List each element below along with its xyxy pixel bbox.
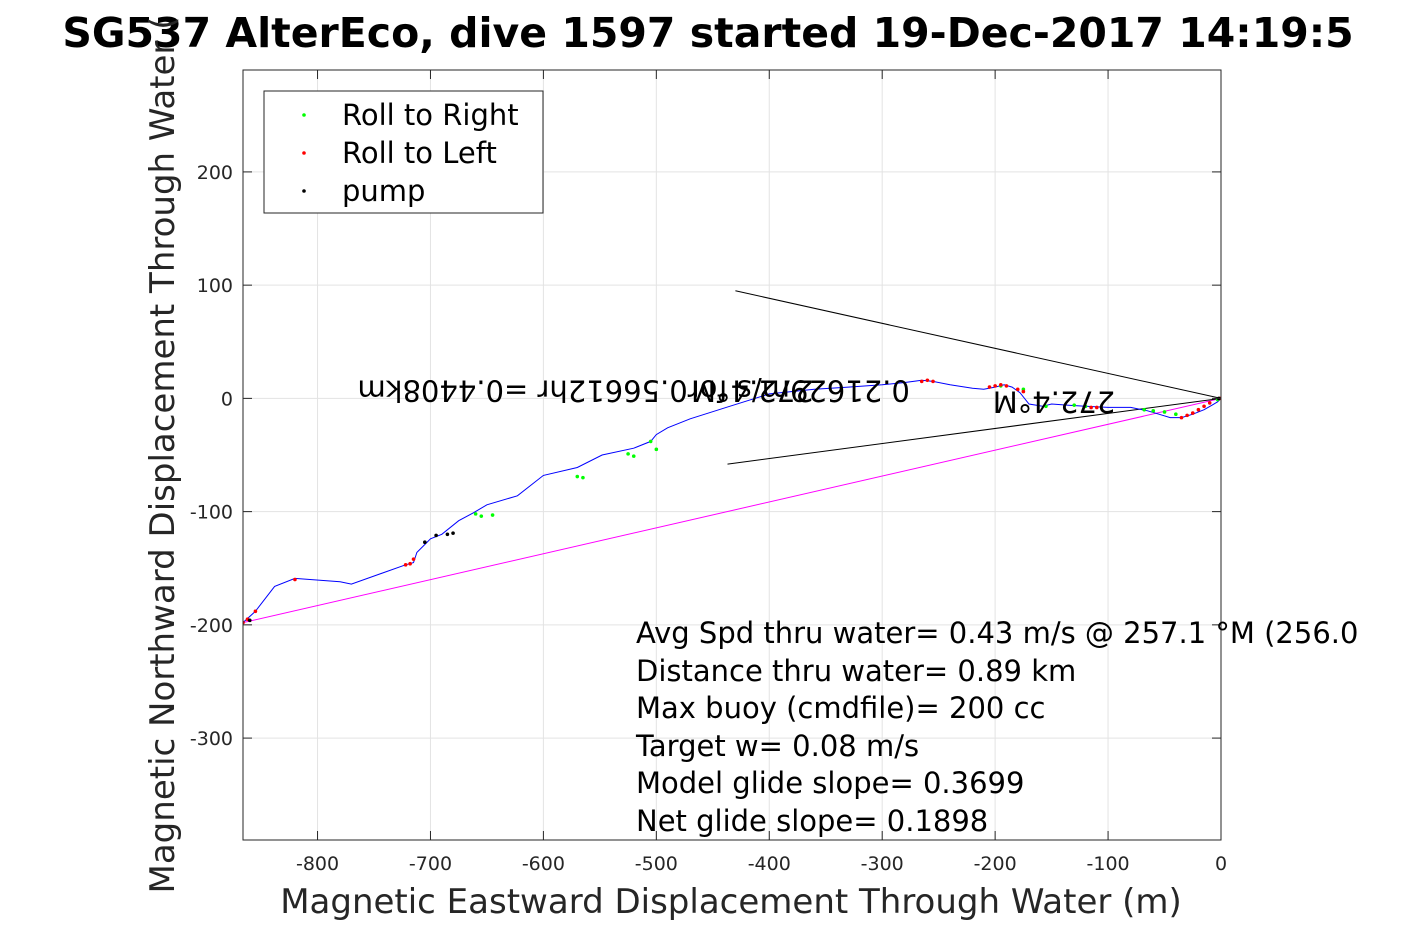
pump-point — [247, 618, 252, 623]
x-tick-label: -300 — [861, 853, 904, 875]
roll-left-point — [993, 384, 997, 388]
roll-right-point — [1044, 404, 1048, 409]
x-tick-label: -500 — [635, 853, 678, 875]
legend-label-pump: pump — [342, 174, 425, 208]
roll-left-point — [1202, 404, 1206, 409]
roll-left-point — [253, 609, 258, 614]
pump-point — [434, 533, 438, 538]
y-tick-label: 100 — [197, 275, 233, 297]
roll-left-point — [925, 378, 930, 383]
stat-max-buoy: Max buoy (cmdfile)= 200 cc — [636, 691, 1045, 725]
roll-right-point — [473, 512, 478, 516]
legend-box — [263, 90, 544, 214]
roll-left-point — [293, 577, 297, 582]
roll-right-point — [1174, 412, 1178, 417]
stat-distance: Distance thru water= 0.89 km — [636, 654, 1076, 688]
axis-ticks: -800 -700 -600 -500 -400 -300 -200 -100 0 -300 -20… — [190, 70, 1227, 875]
target-heading-line — [243, 397, 1221, 624]
stat-model-glide: Model glide slope= 0.3699 — [636, 766, 1024, 800]
roll-left-point — [1190, 411, 1195, 415]
legend: Roll to Right Roll to Left pump — [263, 90, 544, 214]
heading-annotation: 272.4°M — [993, 385, 1116, 419]
stat-net-glide: Net glide slope= 0.1898 — [636, 804, 988, 838]
roll-right-point — [581, 475, 585, 480]
roll-right-point — [654, 447, 659, 452]
x-tick-label: -400 — [748, 853, 791, 875]
roll-left-point — [998, 382, 1003, 387]
legend-marker-roll-right — [302, 113, 306, 117]
legend-label-roll-right: Roll to Right — [342, 98, 519, 132]
roll-right-point — [490, 513, 495, 517]
y-tick-label: -300 — [190, 728, 233, 750]
roll-right-point — [626, 452, 630, 456]
heading-annotation: 272.4°M — [691, 373, 814, 407]
plot-frame — [242, 69, 1222, 841]
x-tick-label: -600 — [522, 853, 565, 875]
legend-label-roll-left: Roll to Left — [342, 136, 497, 170]
y-axis-label: Magnetic Northward Displacement Through … — [143, 17, 183, 894]
roll-right-point — [648, 439, 653, 444]
roll-right-point — [1142, 407, 1147, 412]
roll-left-point — [1021, 389, 1026, 394]
roll-left-point — [1196, 407, 1201, 412]
x-tick-label: -100 — [1087, 853, 1130, 875]
x-tick-label: -200 — [974, 853, 1017, 875]
x-tick-label: -800 — [296, 853, 339, 875]
y-tick-label: -200 — [190, 615, 233, 637]
y-tick-label: -100 — [190, 502, 233, 524]
x-axis-label: Magnetic Eastward Displacement Through W… — [280, 882, 1182, 922]
dive-stats: Avg Spd thru water= 0.43 m/s @ 257.1 °M … — [635, 616, 1358, 838]
roll-left-point — [1089, 405, 1093, 410]
roll-left-point — [1185, 413, 1189, 418]
roll-left-point — [919, 379, 924, 384]
heading-cone-line — [735, 290, 1221, 399]
roll-left-point — [1179, 415, 1184, 420]
roll-left-point — [403, 563, 408, 567]
roll-left-point — [1207, 401, 1212, 405]
roll-left-point — [1094, 405, 1099, 410]
pump-point — [445, 532, 450, 537]
roll-left-point — [411, 557, 416, 561]
heading-annotation: 0.21629m/s for0.56612hr =0.4408km — [357, 373, 909, 407]
roll-left-point — [1015, 387, 1020, 392]
roll-right-point — [1083, 404, 1088, 409]
roll-left-point — [1004, 384, 1009, 388]
roll-left-point — [987, 385, 992, 389]
roll-left-point — [408, 561, 412, 566]
stat-target-w: Target w= 0.08 m/s — [635, 729, 919, 763]
y-tick-label: 200 — [197, 162, 233, 184]
x-tick-label: 0 — [1215, 853, 1227, 875]
pump-point — [423, 540, 427, 544]
legend-marker-roll-left — [302, 151, 306, 155]
roll-left-point — [931, 379, 935, 384]
roll-right-point — [575, 474, 580, 479]
roll-right-point — [479, 514, 484, 518]
pump-point — [451, 531, 455, 535]
roll-right-point — [1072, 403, 1076, 407]
stat-avg-speed: Avg Spd thru water= 0.43 m/s @ 257.1 °M … — [636, 616, 1358, 650]
legend-marker-pump — [302, 189, 306, 193]
dive-track-line — [243, 379, 1221, 623]
roll-right-point — [1162, 410, 1167, 414]
roll-right-point — [631, 454, 636, 458]
roll-right-point — [1151, 409, 1156, 413]
x-tick-label: -700 — [409, 853, 452, 875]
chart-title: SG537 AlterEco, dive 1597 started 19-Dec… — [62, 9, 1353, 57]
y-tick-label: 0 — [221, 388, 233, 410]
